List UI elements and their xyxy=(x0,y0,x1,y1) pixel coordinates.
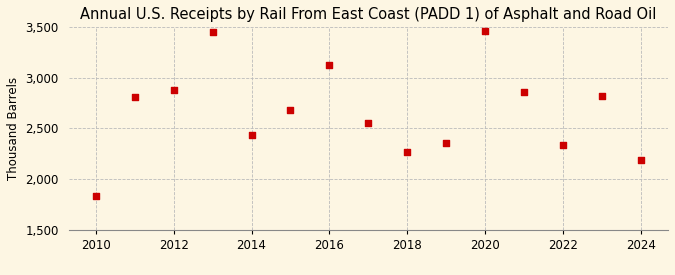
Point xyxy=(207,30,218,35)
Point xyxy=(246,133,257,138)
Point xyxy=(363,121,374,126)
Point xyxy=(635,158,646,162)
Point xyxy=(168,88,179,92)
Y-axis label: Thousand Barrels: Thousand Barrels xyxy=(7,77,20,180)
Title: Annual U.S. Receipts by Rail From East Coast (PADD 1) of Asphalt and Road Oil: Annual U.S. Receipts by Rail From East C… xyxy=(80,7,657,22)
Point xyxy=(285,108,296,112)
Point xyxy=(441,140,452,145)
Point xyxy=(90,194,101,198)
Point xyxy=(480,29,491,34)
Point xyxy=(558,142,568,147)
Point xyxy=(130,95,140,99)
Point xyxy=(518,90,529,94)
Point xyxy=(324,62,335,67)
Point xyxy=(597,94,608,98)
Point xyxy=(402,149,412,154)
